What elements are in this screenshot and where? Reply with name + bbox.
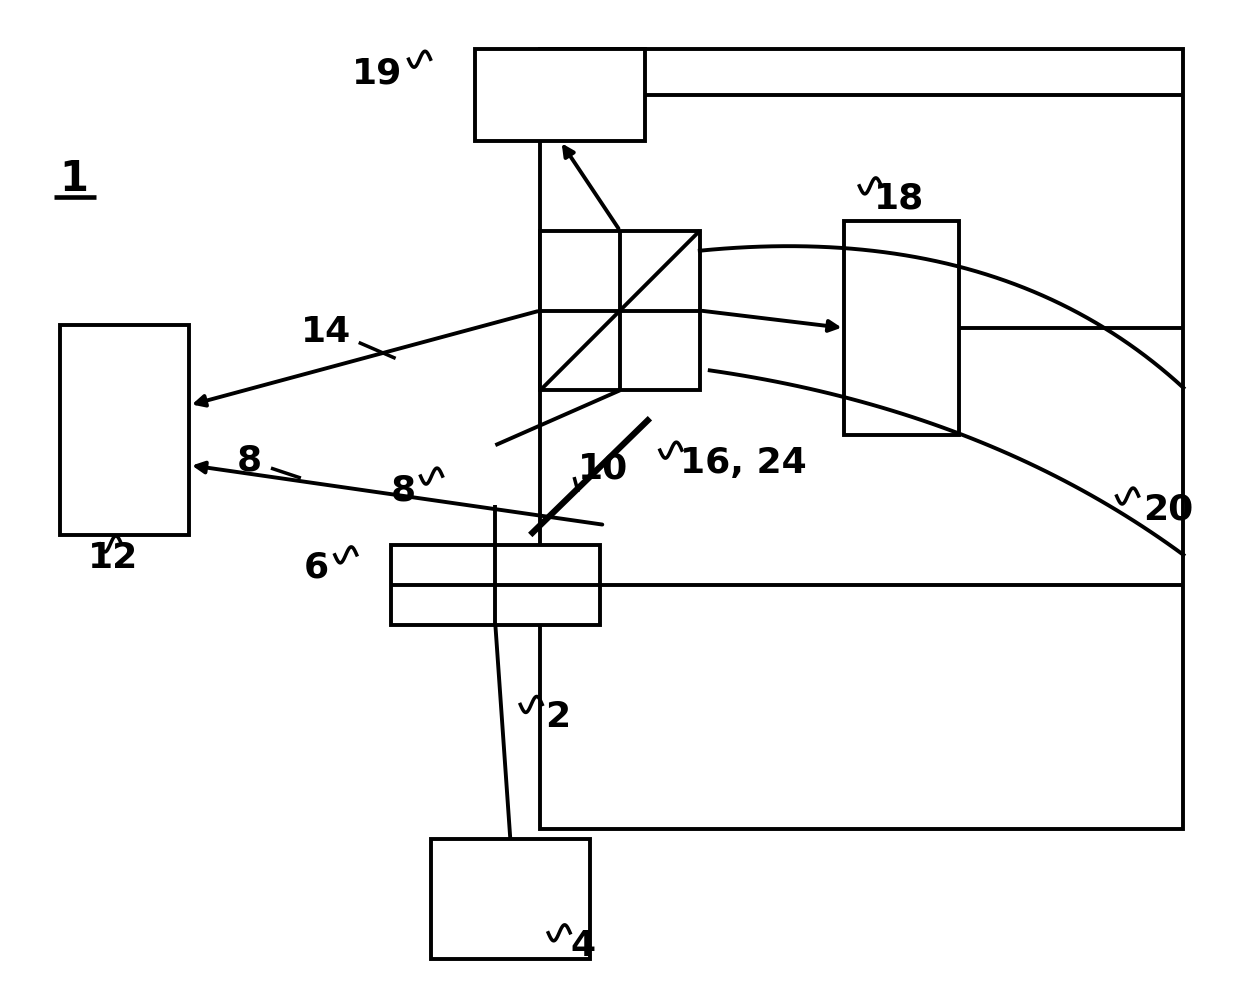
Bar [844,221,959,435]
Text: 12: 12 [88,541,139,575]
Bar [541,231,699,390]
Text: 16, 24: 16, 24 [680,447,806,480]
Text: 18: 18 [874,181,925,216]
Bar [391,545,600,625]
Bar [60,326,190,535]
Text: 10: 10 [578,452,629,485]
Text: 6: 6 [304,550,329,585]
Text: 19: 19 [352,56,403,90]
Text: 2: 2 [546,701,570,735]
Text: 4: 4 [570,928,595,963]
Text: 20: 20 [1143,493,1194,527]
Bar [475,49,645,141]
Bar [541,49,1183,830]
Text: 8: 8 [391,473,415,507]
Text: 8: 8 [237,444,262,477]
Text: 1: 1 [60,158,88,200]
Bar [430,839,590,959]
Text: 14: 14 [300,316,351,350]
